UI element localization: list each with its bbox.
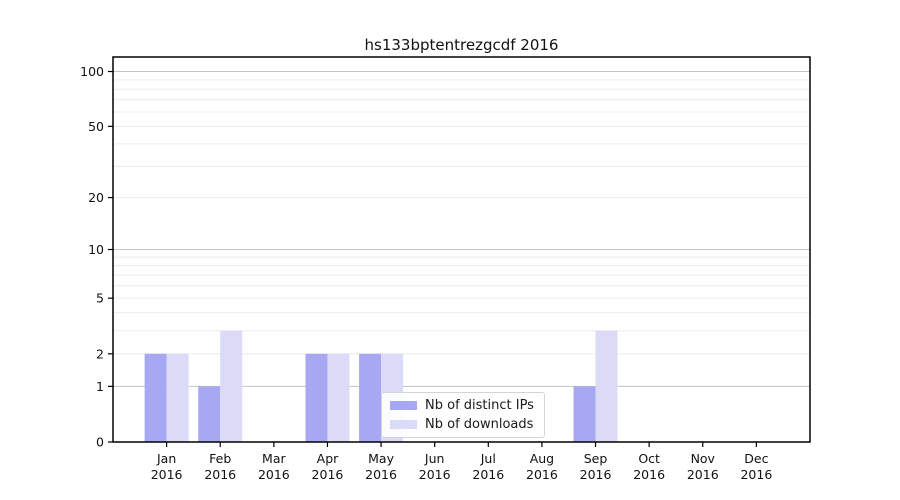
y-tick-label: 1 — [96, 379, 104, 394]
x-tick-label-year: 2016 — [740, 467, 772, 482]
x-tick-label-year: 2016 — [365, 467, 397, 482]
x-tick-label-year: 2016 — [526, 467, 558, 482]
x-tick-label-year: 2016 — [204, 467, 236, 482]
y-tick-label: 0 — [96, 435, 104, 450]
x-tick-label-month: Mar — [262, 451, 286, 466]
x-tick-label-month: May — [368, 451, 394, 466]
x-tick-label-month: Apr — [317, 451, 339, 466]
bar-distinct-ips-jan — [144, 353, 167, 442]
legend-swatch-downloads — [390, 420, 417, 429]
x-tick-label-year: 2016 — [258, 467, 290, 482]
x-tick-label-month: Jun — [424, 451, 445, 466]
x-tick-label-year: 2016 — [472, 467, 504, 482]
x-tick-label-year: 2016 — [687, 467, 719, 482]
x-tick-label-month: Aug — [530, 451, 554, 466]
x-tick-label-year: 2016 — [633, 467, 665, 482]
legend-item-downloads: Nb of downloads — [390, 417, 536, 432]
y-tick-label: 100 — [80, 64, 104, 79]
x-tick-label-year: 2016 — [419, 467, 451, 482]
x-tick-label-month: Jul — [480, 451, 496, 466]
x-tick-label-month: Oct — [638, 451, 660, 466]
bar-distinct-ips-feb — [198, 386, 221, 442]
y-tick-label: 20 — [88, 190, 104, 205]
x-tick-label-year: 2016 — [312, 467, 344, 482]
legend: Nb of distinct IPs Nb of downloads — [381, 392, 545, 438]
x-tick-label-year: 2016 — [151, 467, 183, 482]
legend-item-distinct-ips: Nb of distinct IPs — [390, 398, 536, 413]
bar-distinct-ips-apr — [305, 353, 328, 442]
y-tick-label: 2 — [96, 346, 104, 361]
legend-label-distinct-ips: Nb of distinct IPs — [425, 398, 534, 413]
bar-distinct-ips-sep — [573, 386, 596, 442]
y-tick-label: 50 — [88, 119, 104, 134]
x-tick-label-month: Dec — [744, 451, 768, 466]
y-tick-label: 5 — [96, 291, 104, 306]
bar-downloads-jan — [166, 353, 189, 442]
bar-downloads-apr — [327, 353, 350, 442]
bar-distinct-ips-may — [359, 353, 382, 442]
legend-label-downloads: Nb of downloads — [425, 417, 534, 432]
bar-downloads-sep — [595, 330, 618, 442]
chart-title: hs133bptentrezgcdf 2016 — [365, 36, 559, 54]
x-tick-label-month: Jan — [156, 451, 176, 466]
x-tick-label-month: Nov — [691, 451, 716, 466]
legend-swatch-distinct-ips — [390, 401, 417, 410]
bar-downloads-feb — [220, 330, 243, 442]
x-tick-label-month: Sep — [584, 451, 608, 466]
x-tick-label-year: 2016 — [580, 467, 612, 482]
x-tick-label-month: Feb — [209, 451, 231, 466]
y-tick-label: 10 — [88, 242, 104, 257]
